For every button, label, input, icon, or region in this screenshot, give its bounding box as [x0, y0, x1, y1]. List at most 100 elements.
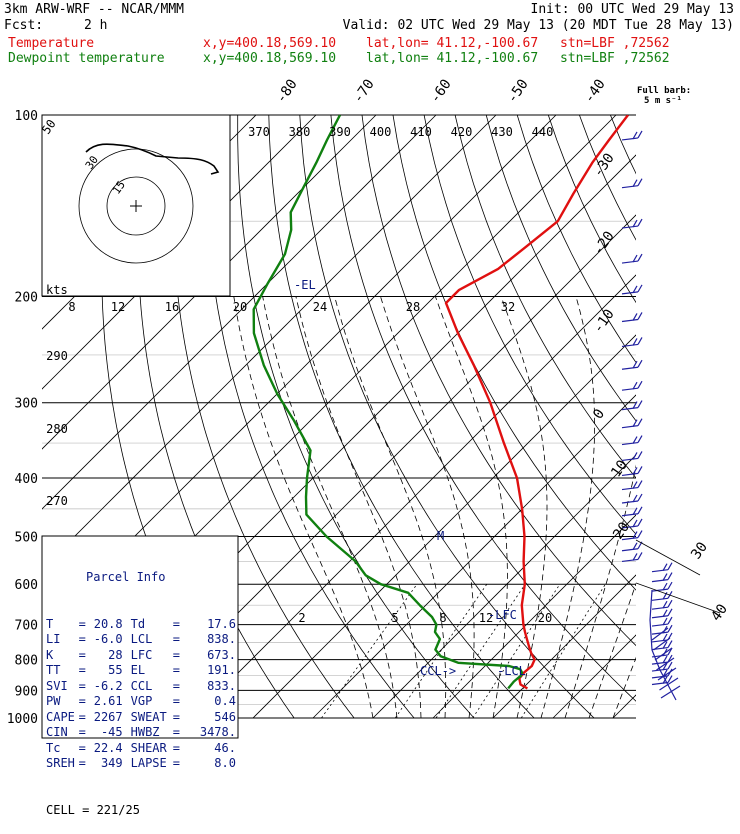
parcel-v1: 2.61	[86, 694, 122, 710]
moist-adiabat	[234, 297, 373, 719]
parcel-k2: VGP	[123, 694, 173, 710]
wind-barb	[622, 179, 642, 188]
wind-barb	[622, 451, 642, 460]
mixing-ratio-label: 8	[439, 611, 446, 625]
parcel-v1: -6.2	[86, 679, 122, 695]
wind-barb	[622, 542, 642, 551]
wind-barb	[652, 617, 672, 626]
isotherm-label: -80	[273, 76, 301, 106]
parcel-v1: 349	[86, 756, 122, 772]
isotherm-line	[433, 115, 740, 718]
m-marker: M	[437, 529, 444, 543]
isotherm-label: -60	[427, 76, 455, 106]
isotherm-label: -20	[590, 228, 618, 258]
pressure-tick-label: 400	[15, 472, 38, 487]
dry-adiabat	[424, 115, 740, 718]
theta-label: 420	[451, 125, 473, 139]
mixing-ratio-line	[436, 584, 525, 718]
isotherm-label: 0	[590, 406, 608, 422]
pressure-tick-label: 600	[15, 578, 38, 593]
parcel-v2: 546	[180, 710, 236, 726]
mixing-ratio-line	[521, 584, 605, 718]
theta-label: 390	[329, 125, 351, 139]
parcel-v1: -6.0	[86, 632, 122, 648]
parcel-v2: 191.	[180, 663, 236, 679]
wind-scale-label: 32	[501, 300, 515, 314]
theta-left-label: 290	[46, 349, 68, 363]
parcel-cell: CELL = 221/25	[46, 803, 236, 819]
wind-barb	[652, 600, 672, 609]
parcel-k1: SVI	[46, 679, 79, 695]
wind-scale-label: 28	[406, 300, 420, 314]
isotherm-line	[613, 115, 740, 718]
wind-barb	[660, 678, 679, 690]
dry-adiabat	[610, 115, 740, 718]
isotherm-line	[313, 115, 740, 718]
moist-adiabat	[541, 297, 595, 719]
wind-barb	[622, 381, 642, 390]
pressure-tick-label: 900	[15, 684, 38, 699]
pressure-tick-label: 800	[15, 654, 38, 669]
isotherm-label: -50	[504, 76, 532, 106]
pressure-tick-label: 700	[15, 619, 38, 634]
pressure-tick-label: 500	[15, 530, 38, 545]
parcel-v2: 17.6	[180, 617, 236, 633]
isotherm-label: -10	[590, 306, 618, 336]
isotherm-label: -70	[350, 76, 378, 106]
wind-barb	[622, 254, 642, 263]
isotherm-line	[553, 115, 740, 718]
parcel-k1: LI	[46, 632, 79, 648]
wind-scale-label: 8	[68, 300, 75, 314]
wind-barb	[622, 401, 642, 410]
moist-adiabat	[613, 297, 740, 719]
wind-barb	[622, 312, 642, 321]
isotherm-line	[493, 115, 740, 718]
moist-adiabat	[263, 297, 397, 719]
isotherm-label: 10	[608, 457, 631, 480]
parcel-v1: -45	[86, 725, 122, 741]
moist-adiabat	[381, 297, 475, 719]
wind-barb	[622, 552, 642, 561]
isotherm-line	[253, 115, 740, 718]
wind-barb	[652, 609, 672, 618]
ccl-marker: CCL->	[420, 664, 456, 678]
mixing-ratio-label: 2	[298, 611, 305, 625]
wind-scale-label: 16	[165, 300, 179, 314]
parcel-v2: 833.	[180, 679, 236, 695]
dry-adiabat	[704, 115, 740, 718]
wind-scale-label: 24	[313, 300, 327, 314]
pressure-tick-label: 100	[15, 109, 38, 124]
pressure-tick-label: 200	[15, 291, 38, 306]
parcel-info-title: Parcel Info	[46, 570, 236, 586]
parcel-k2: SHEAR	[123, 741, 173, 757]
parcel-v2: 0.4	[180, 694, 236, 710]
theta-label: 400	[370, 125, 392, 139]
moist-adiabat	[296, 297, 421, 719]
theta-left-label: 280	[46, 422, 68, 436]
pressure-tick-label: 1000	[7, 712, 38, 727]
dry-adiabat	[517, 115, 740, 718]
barb-legend-2: 5 m s⁻¹	[644, 96, 682, 106]
dry-adiabat	[735, 115, 740, 718]
parcel-k1: PW	[46, 694, 79, 710]
parcel-k2: LFC	[123, 648, 173, 664]
parcel-k1: TT	[46, 663, 79, 679]
el-marker: -EL	[294, 278, 316, 292]
parcel-v2: 8.0	[180, 756, 236, 772]
mixing-ratio-label: 5	[391, 611, 398, 625]
moist-adiabat	[335, 297, 446, 719]
theta-label: 370	[248, 125, 270, 139]
lfc-marker: -LFC	[488, 608, 517, 622]
wind-barb	[655, 648, 672, 660]
